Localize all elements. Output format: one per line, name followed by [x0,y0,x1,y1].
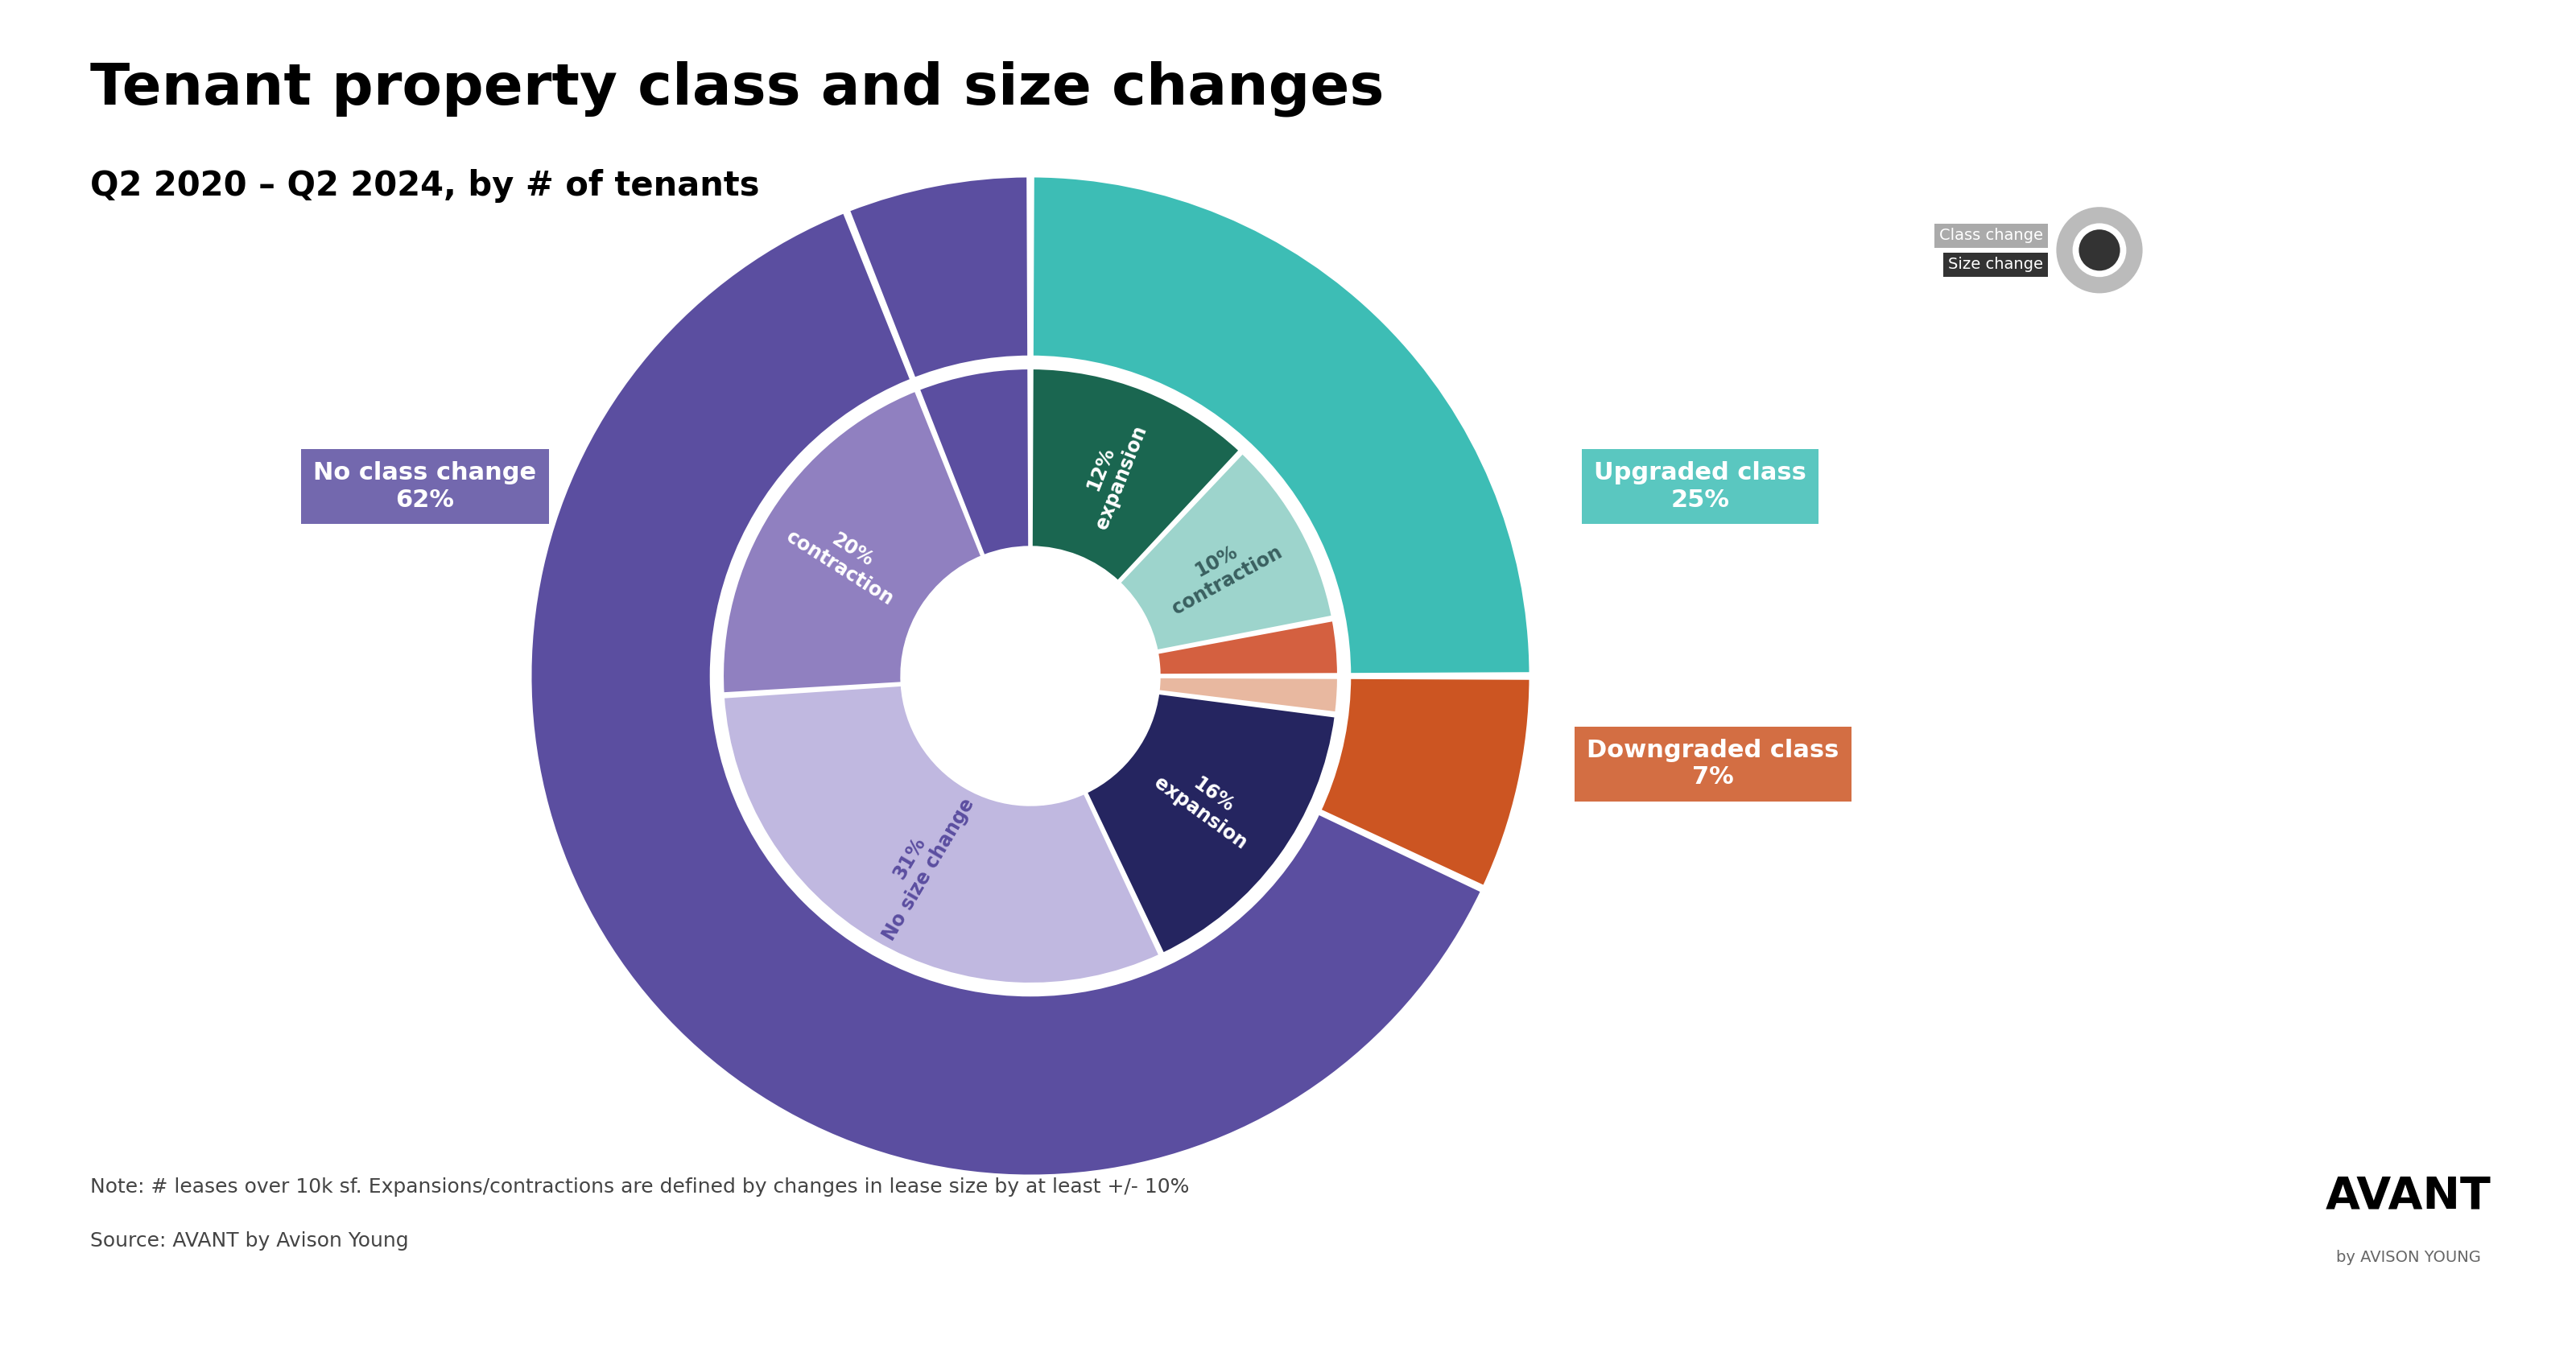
Text: Tenant property class and size changes: Tenant property class and size changes [90,61,1383,116]
Wedge shape [724,684,1159,984]
Wedge shape [531,212,1481,1176]
Wedge shape [1157,619,1340,676]
Wedge shape [917,368,1030,557]
Text: Source: AVANT by Avison Young: Source: AVANT by Avison Young [90,1232,410,1251]
Circle shape [2079,228,2120,272]
Text: AVANT: AVANT [2326,1175,2491,1218]
Text: 20%
contraction: 20% contraction [783,508,909,610]
Wedge shape [848,176,1028,380]
Circle shape [902,548,1159,804]
Wedge shape [1030,368,1242,581]
Text: 12%
expansion: 12% expansion [1072,414,1151,531]
Text: 10%
contraction: 10% contraction [1159,523,1285,619]
Wedge shape [1159,676,1340,714]
Text: No class change
62%: No class change 62% [314,461,670,1011]
Text: by AVISON YOUNG: by AVISON YOUNG [2336,1249,2481,1265]
Text: Class change: Class change [1940,228,2043,243]
Text: Q2 2020 – Q2 2024, by # of tenants: Q2 2020 – Q2 2024, by # of tenants [90,169,760,203]
Wedge shape [1084,692,1337,955]
Text: Downgraded class
7%: Downgraded class 7% [1512,738,1839,790]
Text: Note: # leases over 10k sf. Expansions/contractions are defined by changes in le: Note: # leases over 10k sf. Expansions/c… [90,1178,1190,1197]
Text: Size change: Size change [1947,257,2043,272]
Wedge shape [2056,206,2143,295]
Wedge shape [1319,677,1530,887]
Text: 31%
No size change: 31% No size change [860,784,979,944]
Wedge shape [721,389,981,694]
Wedge shape [1033,176,1530,675]
Wedge shape [1118,452,1332,652]
Text: Upgraded class
25%: Upgraded class 25% [1381,329,1806,512]
Text: 16%
expansion: 16% expansion [1151,756,1265,853]
